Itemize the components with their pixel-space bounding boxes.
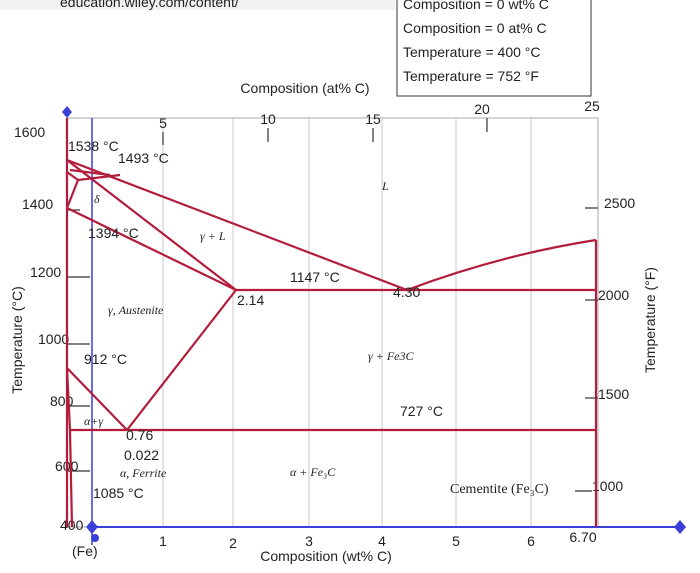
liquidus [66,158,408,292]
left-tick-label: 1000 [38,331,69,347]
left-tick-label: 1600 [14,124,45,140]
delta-boundary [77,173,121,182]
annotation: 1394 °C [88,225,139,241]
bottom-axis-label: Composition (wt% C) [260,548,391,564]
annotation: 912 °C [84,351,127,367]
annotation: δ [94,192,100,206]
left-axis-label: Temperature (°C) [9,286,25,394]
phase-boundaries [65,118,598,528]
readout-line: Temperature = 400 °C [403,44,541,60]
annotation: α + Fe₃C [290,465,336,479]
annotation: 0.76 [126,427,153,443]
readout-line: Temperature = 752 °F [403,68,539,84]
top-tick-label: 15 [365,111,381,127]
bottom-tick-label: 3 [305,533,313,549]
annotation: 1538 °C [68,138,119,154]
annotation: α, Ferrite [120,466,167,480]
readout-line: Composition = 0 wt% C [403,0,549,12]
bottom-tick-label: 4 [378,533,386,549]
hidden [66,207,237,291]
cursor-handle[interactable] [86,520,98,534]
right-tick-label: 1500 [598,386,629,402]
cursor-handle[interactable] [62,106,72,118]
top-tick-label: 20 [474,101,490,117]
annotation: 0.022 [124,447,159,463]
acm-line [126,289,237,431]
bottom-tick-label: 6.70 [569,529,596,545]
top-tick-label: 25 [584,98,600,114]
top-tick-label: 10 [260,111,276,127]
solidus [66,159,237,291]
annotation: 1493 °C [118,150,169,166]
bottom-tick-label: 6 [527,533,535,549]
readout-box [396,0,592,97]
annotation: γ + Fe3C [368,349,414,363]
url: education.wiley.com/content/ [60,0,239,10]
top-axis-label: Composition (at% C) [240,80,369,96]
left-tick-label: 1200 [30,264,61,280]
bottom-tick-label: 5 [452,533,460,549]
bottom-tick-label: 2 [229,535,237,551]
annotation: γ + L [200,229,226,243]
annotation: 1085 °C [93,485,144,501]
annotation: 1147 °C [290,269,340,285]
bottom-tick-label: 1 [159,533,167,549]
annotation: 727 °C [400,403,443,419]
liquidus [406,238,597,292]
bottom-origin-label: (Fe) [72,543,98,559]
left-tick-label: 1400 [22,196,53,212]
peritectic-line [69,168,111,177]
cursor-handle[interactable] [91,534,99,542]
grid [162,118,532,527]
annotation: Cementite (Fe₃C) [450,482,549,497]
browser-bar [0,0,395,10]
right-tick-label: 2000 [598,287,629,303]
top-tick-label: 5 [159,115,167,131]
annotation: α+γ [84,414,103,428]
cursor-handle[interactable] [674,520,686,534]
annotation: γ, Austenite [108,303,164,317]
annotation: 4.30 [393,284,420,300]
annotation: L [381,179,389,193]
right-tick-label: 1000 [592,478,623,494]
annotation: 2.14 [237,292,264,308]
readout-line: Composition = 0 at% C [403,20,547,36]
right-tick-label: 2500 [604,195,635,211]
a3-line [66,367,128,431]
right-axis-label: Temperature (°F) [642,267,658,373]
